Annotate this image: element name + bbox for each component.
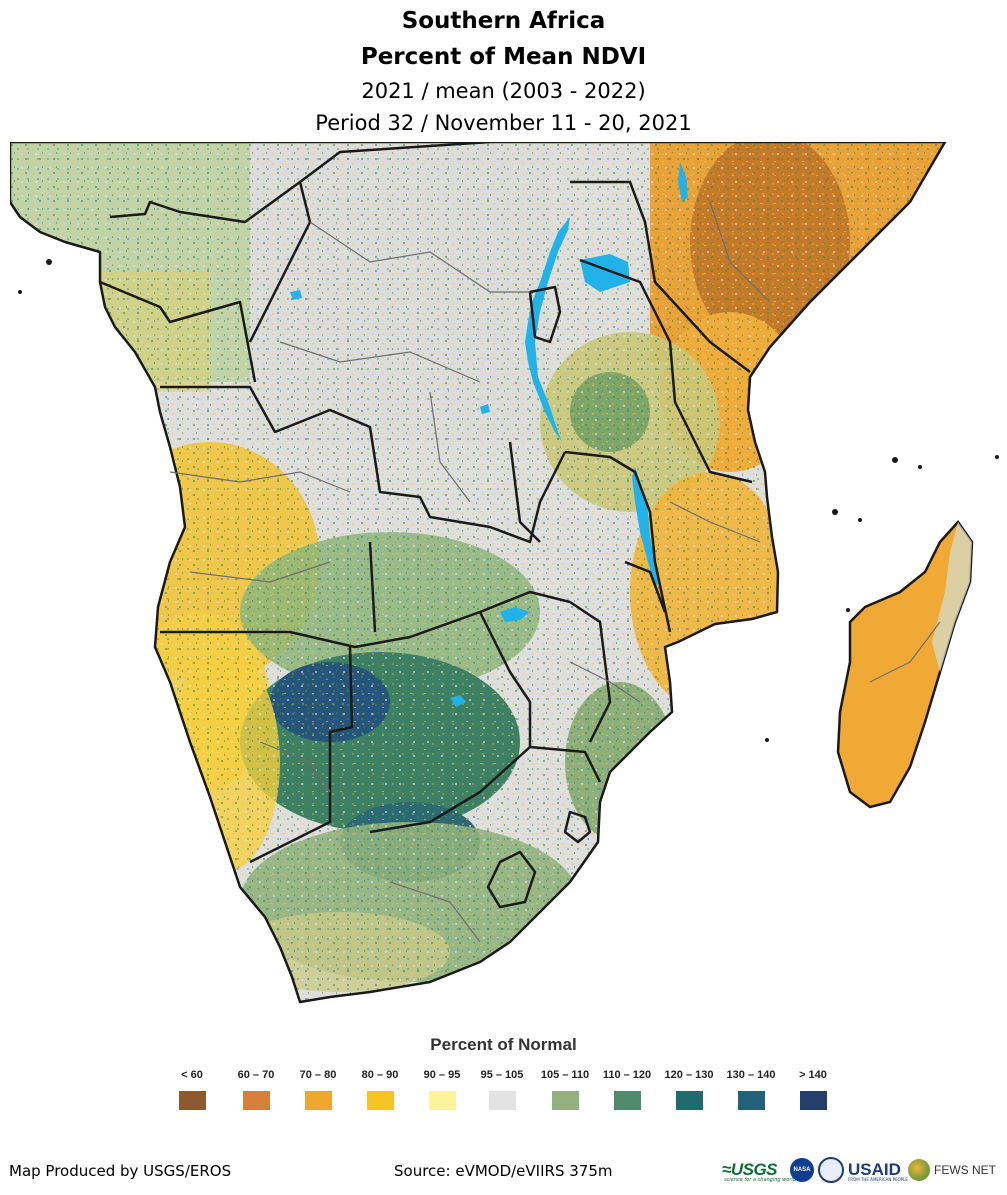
usaid-wordmark: USAID: [848, 1160, 901, 1179]
legend-item: < 60: [162, 1069, 222, 1110]
usaid-seal-icon: [818, 1157, 844, 1183]
legend-swatch: [304, 1091, 332, 1110]
legend-item: 80 – 90: [350, 1069, 410, 1110]
legend-swatch: [366, 1091, 394, 1110]
usaid-tagline: FROM THE AMERICAN PEOPLE: [848, 1177, 908, 1182]
legend-item: 130 – 140: [721, 1069, 781, 1110]
source-credit: Source: eVMOD/eVIIRS 375m: [394, 1162, 613, 1180]
nasa-logo: NASA: [790, 1155, 814, 1185]
legend-label: 80 – 90: [361, 1069, 399, 1081]
legend-item: 70 – 80: [288, 1069, 348, 1110]
legend-label: 90 – 95: [423, 1069, 461, 1081]
legend-item: 120 – 130: [659, 1069, 719, 1110]
map-title-product: Percent of Mean NDVI: [360, 44, 647, 70]
legend-swatch: [799, 1091, 827, 1110]
legend-item: 110 – 120: [597, 1069, 657, 1110]
legend-item: 95 – 105: [472, 1069, 532, 1110]
legend-label: 120 – 130: [664, 1069, 714, 1081]
legend-item: 60 – 70: [226, 1069, 286, 1110]
country-borders: [10, 142, 947, 1004]
usgs-logo: ≈USGS science for a changing world: [722, 1155, 796, 1185]
agency-logos: ≈USGS science for a changing world NASA …: [722, 1155, 1002, 1185]
legend-item: 90 – 95: [412, 1069, 472, 1110]
legend-label: 95 – 105: [480, 1069, 524, 1081]
map-subtitle-comparison: 2021 / mean (2003 - 2022): [361, 79, 646, 103]
legend-swatch: [178, 1091, 206, 1110]
legend-label: 70 – 80: [299, 1069, 337, 1081]
ndvi-map[interactable]: [10, 142, 1007, 1012]
usaid-logo: USAID FROM THE AMERICAN PEOPLE: [818, 1155, 908, 1185]
fews-net-logo: FEWS NET: [908, 1155, 996, 1185]
map-subtitle-period: Period 32 / November 11 - 20, 2021: [315, 111, 692, 135]
legend-swatch: [488, 1091, 516, 1110]
admin-borders: [169, 201, 941, 943]
legend-title: Percent of Normal: [430, 1035, 577, 1054]
legend-swatch: [551, 1091, 579, 1110]
legend-label: > 140: [799, 1069, 827, 1081]
legend-label: 105 – 110: [540, 1069, 590, 1081]
legend-label: 110 – 120: [602, 1069, 652, 1081]
lakes: [290, 162, 688, 707]
legend-label: 60 – 70: [237, 1069, 275, 1081]
legend-swatch: [428, 1091, 456, 1110]
legend-swatch: [242, 1091, 270, 1110]
legend-item: > 140: [783, 1069, 843, 1110]
legend-item: 105 – 110: [535, 1069, 595, 1110]
map-title-region: Southern Africa: [401, 8, 606, 34]
usgs-tagline: science for a changing world: [724, 1177, 796, 1183]
producer-credit: Map Produced by USGS/EROS: [9, 1162, 232, 1180]
fews-net-wordmark: FEWS NET: [934, 1163, 996, 1177]
globe-icon: [908, 1159, 930, 1181]
legend-swatch: [613, 1091, 641, 1110]
legend-swatch: [675, 1091, 703, 1110]
nasa-meatball-icon: NASA: [790, 1158, 814, 1182]
legend-label: < 60: [181, 1069, 203, 1081]
usgs-wordmark: ≈USGS: [722, 1160, 778, 1179]
legend-label: 130 – 140: [726, 1069, 776, 1081]
legend-swatch: [737, 1091, 765, 1110]
